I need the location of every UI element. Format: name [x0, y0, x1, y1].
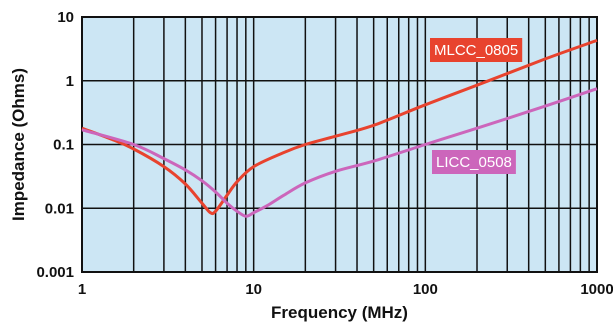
y-tick-label: 0.01 — [45, 200, 74, 217]
x-tick-label: 1 — [78, 281, 86, 298]
series-label: MLCC_0805 — [430, 38, 523, 62]
tick-labels: 1 10 100 1000 0.001 0.01 0.1 1 10 — [36, 9, 613, 298]
plot-frame — [81, 16, 598, 273]
series-line — [81, 38, 598, 216]
y-tick-label: 1 — [66, 73, 74, 90]
series-label-text: MLCC_0805 — [434, 42, 518, 59]
x-axis-title: Frequency (MHz) — [271, 303, 408, 322]
series-label-box — [430, 38, 523, 62]
y-tick-label: 0.1 — [53, 137, 74, 154]
y-axis-title: Impedance (Ohms) — [9, 68, 28, 221]
series-label-text: LICC_0508 — [436, 154, 512, 171]
series-lines — [81, 38, 598, 218]
x-tick-label: 10 — [245, 281, 262, 298]
series-line — [81, 87, 598, 218]
y-tick-label: 0.001 — [36, 264, 74, 281]
series-labels: MLCC_0805 LICC_0508 — [430, 38, 523, 174]
x-tick-label: 100 — [413, 281, 438, 298]
x-tick-label: 1000 — [580, 281, 613, 298]
y-tick-label: 10 — [57, 9, 74, 26]
series-label-box — [432, 150, 516, 174]
series-label: LICC_0508 — [432, 150, 516, 174]
